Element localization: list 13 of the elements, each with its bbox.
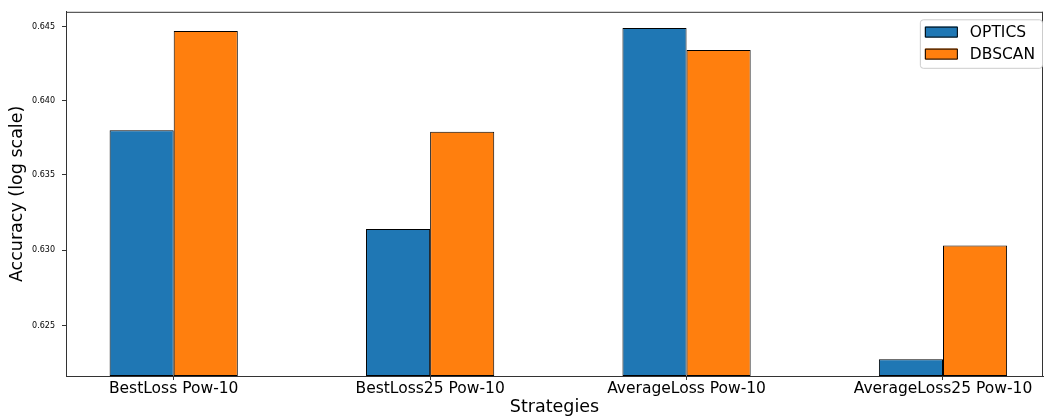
x-tick-label: BestLoss25 Pow-10 <box>355 379 505 398</box>
x-tick-label: BestLoss Pow-10 <box>108 379 239 398</box>
legend-label: DBSCAN <box>969 45 1035 64</box>
legend-label: OPTICS <box>969 23 1027 42</box>
y-tick-label: 0.635 <box>32 170 55 180</box>
y-tick-label: 0.625 <box>32 320 55 330</box>
y-tick-label: 0.645 <box>32 21 55 31</box>
y-tick-label: 0.640 <box>32 95 55 105</box>
x-axis-title: Strategies <box>509 396 600 417</box>
x-tick-label: AverageLoss Pow-10 <box>607 379 766 398</box>
x-tick-label: AverageLoss25 Pow-10 <box>853 379 1033 398</box>
y-tick-label: 0.630 <box>32 245 55 255</box>
y-axis-title: Accuracy (log scale) <box>6 105 27 283</box>
